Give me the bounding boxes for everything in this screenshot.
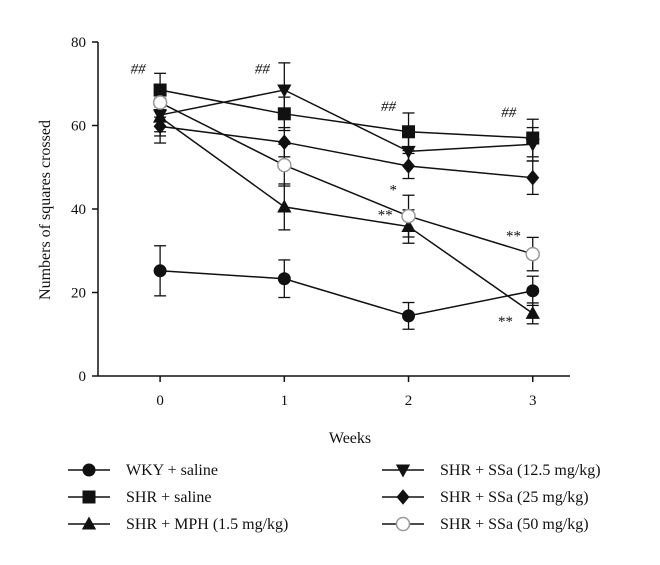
data-point <box>153 118 167 135</box>
data-point <box>402 309 416 323</box>
data-point <box>277 157 292 173</box>
legend: WKY + saline SHR + saline SHR + MPH (1.5 m… <box>68 462 601 533</box>
significance-annotation: ## <box>131 61 147 77</box>
legend-item: SHR + SSa (25 mg/kg) <box>382 489 589 506</box>
data-point <box>526 169 540 186</box>
series-line <box>160 125 533 179</box>
series-line <box>159 89 533 153</box>
series-6 <box>152 87 540 272</box>
legend-label: WKY + saline <box>126 462 218 479</box>
data-point <box>525 305 540 319</box>
significance-annotation: ## <box>255 61 271 77</box>
significance-annotation: ** <box>497 314 513 330</box>
legend-marker <box>395 516 411 532</box>
x-tick-label: 0 <box>156 393 164 409</box>
data-point <box>277 272 291 286</box>
series-2 <box>153 72 540 158</box>
x-tick-label: 3 <box>529 393 537 409</box>
data-point <box>153 264 167 278</box>
significance-annotation: ** <box>505 228 521 244</box>
data-point <box>277 134 291 150</box>
significance-annotation: ## <box>381 99 397 115</box>
significance-annotation: ## <box>501 105 517 121</box>
annotations: ## #### ##******* <box>131 61 521 330</box>
y-axis-title: Numbers of squares crossed <box>37 120 54 300</box>
series-1 <box>153 245 540 330</box>
data-point <box>526 284 540 298</box>
legend-item: SHR + SSa (12.5 mg/kg) <box>382 462 601 479</box>
legend-marker <box>82 463 96 477</box>
legend-item: SHR + SSa (50 mg/kg) <box>382 516 589 533</box>
axes: 0 20 40 60 80 0 1 2 3 <box>71 35 570 409</box>
y-tick-label: 20 <box>71 286 86 302</box>
y-tick-label: 60 <box>71 119 86 135</box>
legend-item: WKY + saline <box>68 462 218 479</box>
x-tick-label: 2 <box>405 393 413 409</box>
data-point <box>402 125 416 139</box>
legend-label: SHR + MPH (1.5 mg/kg) <box>126 516 288 533</box>
legend-item: SHR + saline <box>68 489 211 506</box>
legend-marker <box>396 489 410 505</box>
series-line <box>159 116 534 314</box>
series-line <box>159 101 533 255</box>
data-point <box>277 199 292 213</box>
series-4 <box>152 62 540 167</box>
legend-label: SHR + saline <box>126 489 211 506</box>
significance-annotation: ** <box>377 207 393 223</box>
x-tick-label: 1 <box>281 393 289 409</box>
data-point <box>277 84 292 98</box>
legend-marker <box>81 516 97 530</box>
data-point <box>525 246 540 262</box>
y-tick-label: 80 <box>71 35 86 51</box>
x-axis-title: Weeks <box>329 430 371 447</box>
legend-marker <box>395 464 411 478</box>
legend-item: SHR + MPH (1.5 mg/kg) <box>68 516 288 533</box>
data-point <box>401 208 416 224</box>
legend-label: SHR + SSa (25 mg/kg) <box>440 489 589 506</box>
legend-label: SHR + SSa (50 mg/kg) <box>440 516 589 533</box>
data-point <box>402 158 416 174</box>
y-tick-label: 0 <box>79 369 87 385</box>
series-line <box>160 270 533 317</box>
series-layer <box>152 62 540 330</box>
legend-marker <box>82 490 96 504</box>
data-point <box>152 95 168 110</box>
data-point <box>401 145 416 159</box>
y-tick-label: 40 <box>71 202 86 218</box>
data-point <box>525 138 540 152</box>
legend-label: SHR + SSa (12.5 mg/kg) <box>440 462 601 479</box>
significance-annotation: * <box>389 182 397 198</box>
